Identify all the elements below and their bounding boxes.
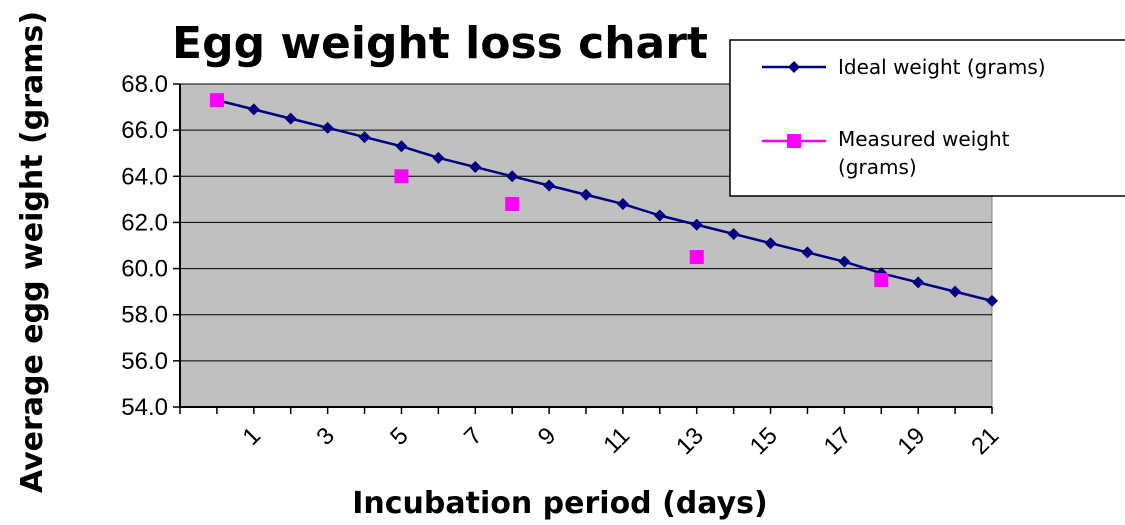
measured-point	[874, 273, 889, 288]
ideal-point	[506, 170, 519, 183]
y-tick-label: 54.0	[121, 394, 168, 421]
x-tick-label: 11	[598, 422, 635, 459]
legend-label-measured: Measured weight (grams)	[838, 127, 1016, 179]
legend-marker-ideal	[788, 61, 800, 73]
ideal-point	[543, 179, 556, 192]
series-line-ideal	[216, 98, 993, 303]
y-tick-label: 68.0	[121, 71, 168, 98]
y-tick-label: 66.0	[121, 117, 168, 144]
x-tick-label: 9	[533, 422, 562, 451]
measured-point	[209, 93, 224, 108]
y-tick-label: 62.0	[121, 209, 168, 236]
x-tick-label: 3	[311, 422, 340, 451]
ideal-point	[432, 151, 445, 164]
x-axis-ticks: 1 3 5 7 9 11 13 15 17 19 21	[179, 407, 1004, 460]
series-layer	[209, 93, 998, 307]
legend-label-measured-line1: Measured weight	[838, 127, 1010, 151]
x-tick-label: 15	[745, 422, 783, 460]
measured-point	[505, 196, 520, 211]
chart-title: Egg weight loss chart	[172, 18, 708, 69]
y-tick-label: 58.0	[121, 302, 168, 329]
ideal-point	[912, 276, 925, 289]
x-tick-label: 1	[238, 422, 267, 451]
y-axis-ticks: 54.0 56.0 58.0 60.0 62.0 64.0 66.0 68.0	[121, 71, 180, 421]
x-tick-label: 21	[966, 422, 1004, 460]
ideal-point	[284, 112, 297, 125]
x-tick-label: 19	[892, 422, 930, 460]
ideal-point	[838, 255, 851, 268]
ideal-point	[764, 237, 777, 250]
x-tick-label: 7	[459, 422, 488, 451]
x-tick-label: 13	[671, 422, 709, 460]
legend-label-ideal: Ideal weight (grams)	[838, 55, 1046, 79]
ideal-point	[727, 227, 740, 240]
ideal-point	[321, 121, 334, 134]
y-tick-label: 56.0	[121, 348, 168, 375]
x-axis-label: Incubation period (days)	[352, 486, 767, 521]
legend-marker-measured	[787, 134, 801, 148]
ideal-point	[690, 218, 703, 231]
ideal-point	[395, 140, 408, 153]
measured-point	[689, 250, 704, 265]
x-tick-label: 17	[819, 422, 857, 460]
ideal-point	[949, 285, 962, 298]
legend-label-measured-line2: (grams)	[838, 155, 917, 179]
ideal-point	[801, 246, 814, 259]
measured-point	[394, 169, 409, 184]
legend: Ideal weight (grams) Measured weight (gr…	[729, 39, 1125, 197]
ideal-point	[986, 294, 998, 307]
ideal-point	[247, 103, 260, 116]
x-tick-label: 5	[385, 422, 414, 451]
y-tick-label: 60.0	[121, 256, 168, 283]
y-axis-label: Average egg weight (grams)	[15, 11, 50, 493]
ideal-point	[358, 131, 371, 144]
ideal-point	[653, 209, 666, 222]
y-tick-label: 64.0	[121, 163, 168, 190]
ideal-point	[469, 161, 482, 174]
ideal-point	[580, 188, 592, 201]
ideal-point	[616, 197, 629, 210]
